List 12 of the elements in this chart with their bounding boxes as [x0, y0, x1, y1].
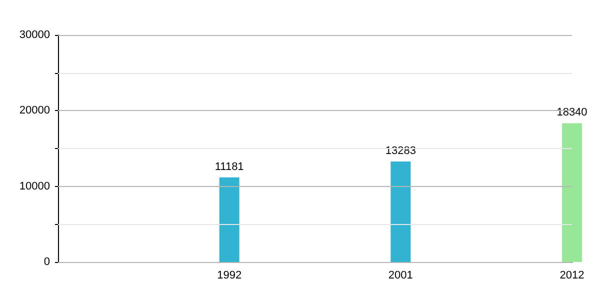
y-tick-label: 20000	[19, 104, 50, 117]
bar	[562, 123, 582, 262]
y-tick-label: 10000	[19, 180, 50, 192]
bar	[390, 161, 411, 262]
bar	[219, 177, 240, 262]
data-label: 18340	[556, 106, 588, 119]
y-tick-label: 0	[44, 256, 50, 268]
x-tick-label: 2012	[560, 270, 584, 282]
y-tick-label: 30000	[19, 29, 50, 41]
x-tick-label: 1992	[217, 270, 242, 282]
x-tick-label: 2001	[388, 270, 413, 282]
data-label: 11181	[214, 160, 244, 173]
